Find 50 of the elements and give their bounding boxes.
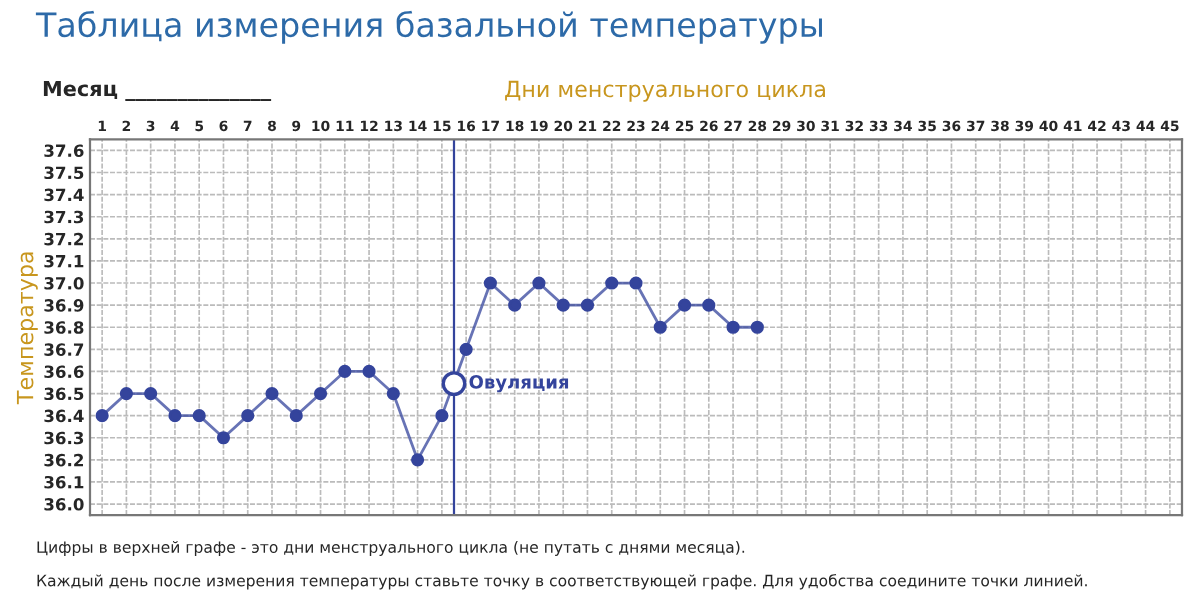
- y-tick-label: 36.9: [44, 299, 84, 312]
- point: [265, 386, 279, 401]
- y-tick-label: 37.3: [44, 210, 84, 224]
- y-tick-label: 37.2: [44, 232, 83, 246]
- y-tick-label: 37.6: [44, 144, 84, 157]
- point: [580, 298, 595, 312]
- y-tick-label: 36.5: [44, 387, 84, 401]
- ref-line-label: Овуляция: [469, 375, 569, 393]
- y-tick-label: 36.2: [44, 453, 83, 467]
- point: [362, 364, 376, 379]
- chart-title: Таблица измерения базальной температуры: [35, 10, 822, 44]
- point: [459, 342, 473, 356]
- point: [605, 276, 619, 290]
- point: [168, 409, 182, 423]
- point: [338, 364, 352, 379]
- y-tick-label: 36.7: [44, 343, 84, 356]
- point: [241, 409, 255, 423]
- point: [435, 409, 449, 423]
- point: [95, 409, 109, 423]
- point: [750, 320, 764, 334]
- point: [411, 453, 425, 467]
- point: [192, 409, 206, 423]
- y-axis-title: Температура: [16, 252, 38, 405]
- point: [216, 431, 231, 445]
- y-tick-label: 37.4: [44, 188, 84, 202]
- text: Месяц ______________: [43, 80, 272, 101]
- point: [677, 298, 692, 312]
- point: [119, 386, 133, 401]
- point: [483, 276, 497, 290]
- point: [313, 386, 328, 401]
- point: [629, 276, 643, 290]
- point: [144, 386, 158, 401]
- point: [556, 298, 570, 312]
- point: [726, 320, 740, 334]
- point: [653, 320, 667, 334]
- y-tick-label: 36.0: [44, 498, 84, 511]
- y-tick-label: 36.6: [44, 365, 84, 379]
- point: [532, 276, 546, 290]
- y-tick-label: 37.5: [44, 166, 84, 180]
- y-tick-label: 36.8: [44, 321, 84, 334]
- x-axis-title: Дни менструального цикла: [505, 80, 825, 102]
- point: [508, 298, 522, 312]
- y-tick-label: 37.1: [44, 254, 84, 268]
- point: [386, 386, 400, 401]
- y-tick-label: 37.0: [44, 277, 84, 290]
- point: [289, 409, 303, 423]
- y-tick-label: 36.3: [44, 431, 84, 445]
- y-tick-label: 36.4: [44, 409, 84, 423]
- y-tick-label: 36.1: [44, 475, 84, 489]
- point: [702, 298, 716, 312]
